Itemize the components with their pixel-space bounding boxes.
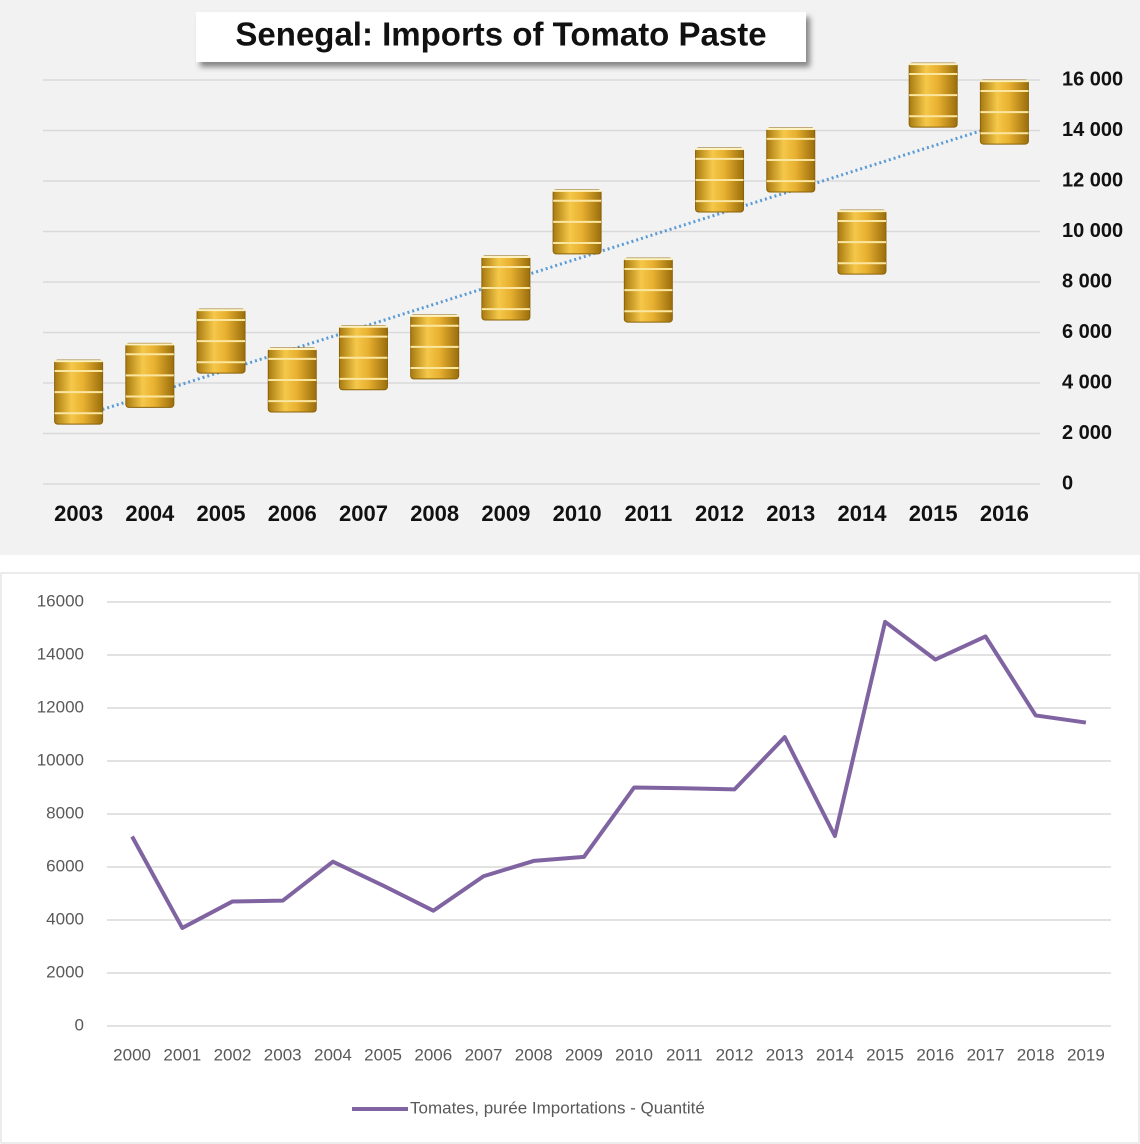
x-tick-label: 2018 xyxy=(1017,1045,1055,1064)
legend-label: Tomates, purée Importations - Quantité xyxy=(410,1098,705,1117)
y-tick-label: 16 000 xyxy=(1062,68,1123,90)
data-line xyxy=(130,619,1087,930)
x-tick-label: 2016 xyxy=(916,1045,954,1064)
x-tick-label: 2009 xyxy=(481,501,530,526)
x-tick-label: 2004 xyxy=(125,501,175,526)
x-tick-label: 2007 xyxy=(339,501,388,526)
y-tick-label: 10 000 xyxy=(1062,220,1123,242)
y-tick-label: 12000 xyxy=(37,697,84,716)
barrel xyxy=(481,255,531,321)
barrel xyxy=(54,359,104,425)
x-tick-label: 2006 xyxy=(414,1045,452,1064)
y-tick-label: 8000 xyxy=(46,803,84,822)
x-tick-label: 2012 xyxy=(716,1045,754,1064)
x-tick-label: 2003 xyxy=(54,501,103,526)
x-tick-label: 2005 xyxy=(197,501,246,526)
barrel xyxy=(196,308,246,374)
x-tick-label: 2003 xyxy=(264,1045,302,1064)
y-tick-label: 14000 xyxy=(37,644,84,663)
x-tick-label: 2011 xyxy=(666,1045,703,1064)
x-tick-label: 2010 xyxy=(615,1045,653,1064)
x-tick-label: 2013 xyxy=(766,501,815,526)
x-tick-label: 2007 xyxy=(465,1045,503,1064)
x-tick-label: 2012 xyxy=(695,501,744,526)
x-tick-label: 2010 xyxy=(553,501,602,526)
x-tick-label: 2004 xyxy=(314,1045,352,1064)
x-tick-label: 2015 xyxy=(909,501,958,526)
y-tick-label: 10000 xyxy=(37,750,84,769)
y-tick-label: 8 000 xyxy=(1062,270,1112,292)
y-tick-label: 2 000 xyxy=(1062,422,1112,444)
barrel xyxy=(338,325,388,391)
barrel xyxy=(695,147,745,213)
x-tick-label: 2015 xyxy=(866,1045,904,1064)
barrel xyxy=(125,342,175,408)
y-tick-label: 16000 xyxy=(37,591,84,610)
x-tick-label: 2014 xyxy=(816,1045,854,1064)
x-tick-label: 2008 xyxy=(515,1045,553,1064)
y-tick-label: 2000 xyxy=(46,962,84,981)
y-tick-label: 12 000 xyxy=(1062,169,1123,191)
x-tick-label: 2017 xyxy=(967,1045,1005,1064)
y-tick-label: 4000 xyxy=(46,909,84,928)
x-tick-label: 2001 xyxy=(163,1045,201,1064)
y-tick-label: 4 000 xyxy=(1062,371,1112,393)
y-tick-label: 14 000 xyxy=(1062,119,1123,141)
barrel xyxy=(623,257,673,323)
barrel xyxy=(908,62,958,128)
barrel xyxy=(766,127,816,193)
title-box xyxy=(196,12,806,62)
barrel xyxy=(552,189,602,255)
x-tick-label: 2000 xyxy=(113,1045,151,1064)
y-tick-label: 6 000 xyxy=(1062,321,1112,343)
x-tick-label: 2009 xyxy=(565,1045,603,1064)
x-tick-label: 2008 xyxy=(410,501,459,526)
x-tick-label: 2005 xyxy=(364,1045,402,1064)
y-tick-label: 0 xyxy=(1062,472,1073,494)
barrel xyxy=(267,347,317,413)
x-tick-label: 2014 xyxy=(837,501,887,526)
x-tick-label: 2011 xyxy=(624,501,672,526)
x-tick-label: 2006 xyxy=(268,501,317,526)
y-tick-label: 0 xyxy=(75,1015,84,1034)
top-panel xyxy=(0,0,1140,555)
chart-title: Senegal: Imports of Tomato Paste xyxy=(235,16,766,53)
x-tick-label: 2002 xyxy=(214,1045,252,1064)
barrel xyxy=(979,79,1029,145)
barrel xyxy=(837,209,887,275)
x-tick-label: 2013 xyxy=(766,1045,804,1064)
y-tick-label: 6000 xyxy=(46,856,84,875)
x-tick-label: 2016 xyxy=(980,501,1029,526)
x-tick-label: 2019 xyxy=(1067,1045,1105,1064)
barrel xyxy=(410,314,460,380)
